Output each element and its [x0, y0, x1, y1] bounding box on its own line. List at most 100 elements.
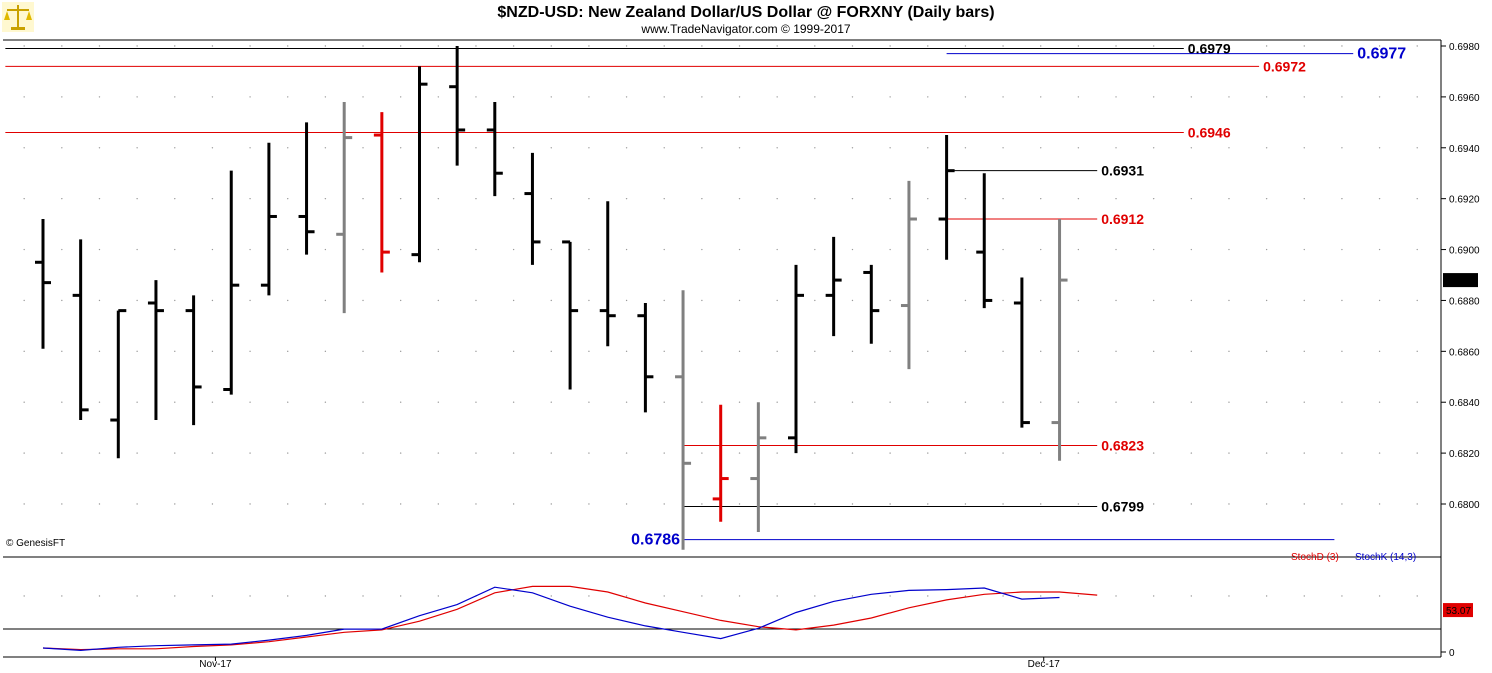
- grid-dot: [1152, 350, 1155, 353]
- grid-dot: [851, 350, 854, 353]
- grid-dot: [776, 248, 778, 251]
- grid-dot: [362, 452, 364, 454]
- grid-dot: [362, 595, 364, 597]
- grid-dot: [1303, 595, 1305, 597]
- grid-dot: [1416, 197, 1418, 200]
- grid-dot: [399, 147, 402, 149]
- grid-dot: [964, 299, 967, 302]
- grid-dot: [1190, 401, 1193, 403]
- grid-dot: [889, 299, 891, 302]
- grid-dot: [61, 45, 63, 47]
- grid-dot: [964, 401, 967, 403]
- grid-dot: [1265, 197, 1268, 200]
- grid-dot: [625, 299, 628, 302]
- grid-dot: [1265, 503, 1268, 505]
- grid-dot: [512, 96, 515, 98]
- grid-dot: [1303, 45, 1305, 47]
- grid-dot: [1228, 350, 1230, 353]
- ohlc-bar: [675, 290, 692, 550]
- grid-dot: [211, 350, 214, 353]
- grid-dot: [324, 147, 327, 149]
- grid-dot: [927, 401, 929, 403]
- grid-dot: [927, 147, 929, 149]
- grid-dot: [1265, 45, 1268, 47]
- grid-dot: [1378, 452, 1381, 454]
- x-axis: Nov-17 Dec-17: [199, 657, 1060, 670]
- grid-dot: [98, 197, 101, 200]
- grid-dot: [475, 197, 477, 200]
- grid-dot: [1190, 96, 1193, 98]
- grid-dot: [61, 299, 63, 302]
- grid-dot: [475, 350, 477, 353]
- grid-dot: [512, 299, 515, 302]
- grid-dot: [23, 452, 25, 454]
- grid-dot: [61, 147, 63, 149]
- grid-dot: [851, 503, 854, 505]
- grid-dot: [324, 197, 327, 200]
- grid-dot: [625, 248, 628, 251]
- level-label-0.6799: 0.6799: [1101, 499, 1144, 515]
- grid-dot: [174, 96, 176, 98]
- grid-dot: [1152, 595, 1155, 597]
- grid-dot: [211, 96, 214, 98]
- grid-dot: [1115, 96, 1117, 98]
- grid-dot: [136, 452, 138, 454]
- grid-dot: [437, 197, 440, 200]
- grid-dot: [1341, 96, 1343, 98]
- grid-dot: [1303, 350, 1305, 353]
- grid-dot: [889, 96, 891, 98]
- grid-dot: [1378, 350, 1381, 353]
- grid-dot: [23, 147, 25, 149]
- grid-dot: [663, 248, 665, 251]
- ohlc-bar: [72, 239, 89, 421]
- level-label-0.6912: 0.6912: [1101, 211, 1144, 227]
- grid-dot: [174, 197, 176, 200]
- grid-dot: [588, 401, 590, 403]
- grid-dot: [211, 452, 214, 454]
- ohlc-bar: [411, 66, 428, 263]
- grid-dot: [362, 503, 364, 505]
- grid-dot: [61, 350, 63, 353]
- ohlc-bar: [825, 236, 842, 337]
- chart-title: $NZD-USD: New Zealand Dollar/US Dollar @…: [497, 4, 994, 21]
- grid-dot: [1190, 350, 1193, 353]
- grid-dot: [889, 401, 891, 403]
- grid-dot: [362, 197, 364, 200]
- grid-dot: [1265, 147, 1268, 149]
- grid-dot: [1115, 248, 1117, 251]
- grid-dot: [1040, 401, 1042, 403]
- grid-dot: [1040, 248, 1042, 251]
- grid-dot: [927, 96, 929, 98]
- grid-dot: [324, 96, 327, 98]
- grid-dot: [399, 96, 402, 98]
- ohlc-bar: [35, 219, 51, 349]
- grid-dot: [1040, 147, 1042, 149]
- ohlc-bar: [223, 170, 240, 395]
- grid-dot: [1228, 401, 1230, 403]
- grid-dot: [211, 197, 214, 200]
- grid-dot: [1265, 595, 1268, 597]
- grid-dot: [98, 503, 101, 505]
- grid-dot: [136, 96, 138, 98]
- grid-dot: [927, 45, 929, 47]
- ohlc-bar: [147, 280, 164, 421]
- grid-dot: [399, 452, 402, 454]
- watermark: © GenesisFT: [6, 538, 65, 549]
- grid-dot: [211, 401, 214, 403]
- grid-dot: [211, 503, 214, 505]
- grid-dot: [362, 350, 364, 353]
- x-tick-label: Nov-17: [199, 659, 232, 670]
- grid-dot: [588, 299, 590, 302]
- grid-dot: [1303, 248, 1305, 251]
- grid-dot: [174, 452, 176, 454]
- grid-dot: [1228, 595, 1230, 597]
- grid-dot: [814, 595, 816, 597]
- grid-dot: [287, 401, 289, 403]
- grid-dot: [927, 452, 929, 454]
- grid-dot: [1040, 452, 1042, 454]
- grid-dot: [174, 595, 176, 597]
- grid-dot: [1190, 45, 1193, 47]
- ohlc-bar: [524, 152, 541, 265]
- grid-dot: [776, 595, 778, 597]
- grid-dot: [1228, 147, 1230, 149]
